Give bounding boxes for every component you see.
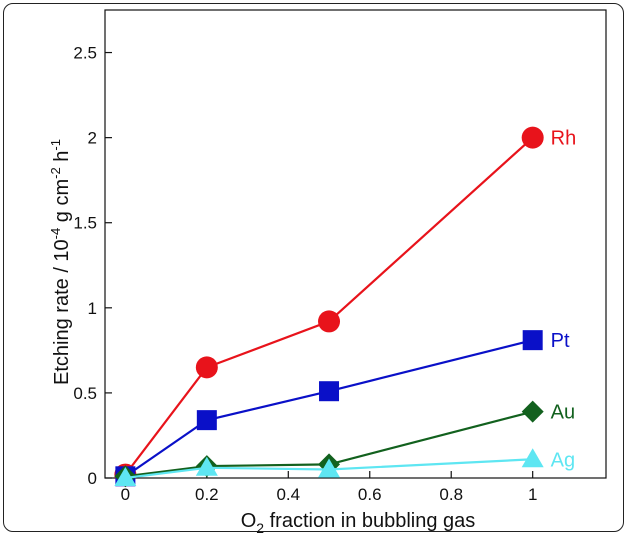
y-tick-label: 1 (88, 299, 97, 318)
series-rh: Rh (114, 126, 577, 486)
data-point-ag (195, 456, 218, 476)
series-ag: Ag (114, 448, 575, 486)
axes: 0 0.2 0.4 0.6 0.8 1 0 0.5 1 1.5 2 2.5 (73, 9, 607, 504)
x-tick-label: 0.8 (439, 485, 463, 504)
series-layer: Rh Pt Au Ag (114, 126, 577, 488)
x-tick-label: 0.6 (358, 485, 382, 504)
x-axis-label: O2 fraction in bubbling gas (241, 510, 476, 536)
data-point-au (521, 400, 544, 423)
y-tick-label: 2 (88, 129, 97, 148)
x-tick-label: 0.2 (195, 485, 219, 504)
data-point-ag (114, 467, 137, 486)
axis-labels: Etching rate / 10-4 g cm-2 h-1 O2 fracti… (48, 139, 475, 536)
y-tick-label: 0.5 (73, 384, 97, 403)
x-tick-label: 1 (528, 485, 537, 504)
series-label-rh: Rh (551, 128, 577, 150)
series-label-pt: Pt (551, 330, 570, 352)
series-label-ag: Ag (551, 449, 575, 471)
data-point-pt (196, 410, 217, 431)
plot-area-border (104, 9, 607, 479)
y-axis-label: Etching rate / 10-4 g cm-2 h-1 (48, 139, 73, 385)
data-point-pt (522, 330, 543, 351)
y-tick-label: 2.5 (73, 44, 97, 63)
data-point-rh (195, 356, 218, 379)
series-pt: Pt (115, 330, 570, 487)
data-point-ag (318, 458, 341, 478)
data-point-rh (318, 310, 341, 333)
data-point-pt (319, 381, 340, 402)
y-tick-label: 1.5 (73, 214, 97, 233)
series-label-au: Au (551, 402, 575, 424)
series-line-au (125, 410, 533, 478)
data-point-rh (521, 126, 544, 149)
series-line-pt (124, 339, 533, 478)
series-line-ag (125, 458, 533, 480)
figure-frame (3, 3, 624, 532)
x-tick-label: 0.4 (276, 485, 300, 504)
series-au: Au (114, 400, 575, 488)
series-line-rh (124, 136, 534, 476)
data-point-ag (521, 448, 544, 468)
x-tick-label: 0 (121, 485, 130, 504)
y-tick-label: 0 (88, 469, 97, 488)
